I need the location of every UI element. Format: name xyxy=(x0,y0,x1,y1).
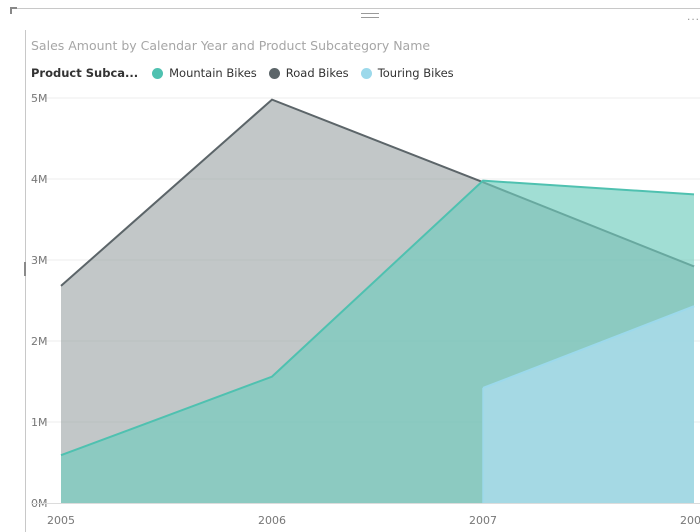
legend-swatch-mountain-bikes xyxy=(152,67,164,79)
y-tick-label-1M: 1M xyxy=(31,416,48,429)
legend-swatch-touring-bikes xyxy=(360,67,372,79)
area-touring-bikes[interactable] xyxy=(483,306,694,503)
chart-title: Sales Amount by Calendar Year and Produc… xyxy=(31,38,431,53)
legend-label-touring-bikes: Touring Bikes xyxy=(377,66,454,80)
corner-resize-icon[interactable] xyxy=(10,7,17,14)
x-tick-label-2006: 2006 xyxy=(258,514,286,527)
y-tick-label-2M: 2M xyxy=(31,335,48,348)
legend-title: Product Subca... xyxy=(31,66,139,80)
legend-swatch-road-bikes xyxy=(268,67,280,79)
series-group xyxy=(60,98,695,504)
edge-resize-icon[interactable] xyxy=(24,262,26,276)
visual-frame-left xyxy=(25,30,26,532)
y-tick-label-3M: 3M xyxy=(31,254,48,267)
more-options-button[interactable]: ... xyxy=(684,10,700,22)
grip-lines-icon[interactable] xyxy=(361,10,379,22)
legend-label-mountain-bikes: Mountain Bikes xyxy=(169,66,257,80)
x-tick-label-2005: 2005 xyxy=(47,514,75,527)
x-tick-label-2007: 2007 xyxy=(469,514,497,527)
legend-item-touring-bikes[interactable]: Touring Bikes xyxy=(360,66,454,80)
line-mountain-bikes[interactable] xyxy=(60,179,695,457)
legend: Product Subca... Mountain Bikes Road Bik… xyxy=(31,65,466,81)
line-touring-bikes[interactable] xyxy=(482,305,695,389)
y-tick-label-4M: 4M xyxy=(31,173,48,186)
x-tick-label-2008: 2008 xyxy=(680,514,700,527)
y-tick-label-5M: 5M xyxy=(31,92,48,105)
legend-label-road-bikes: Road Bikes xyxy=(285,66,349,80)
visual-frame-top xyxy=(12,8,700,9)
legend-item-road-bikes[interactable]: Road Bikes xyxy=(268,66,349,80)
legend-item-mountain-bikes[interactable]: Mountain Bikes xyxy=(152,66,257,80)
